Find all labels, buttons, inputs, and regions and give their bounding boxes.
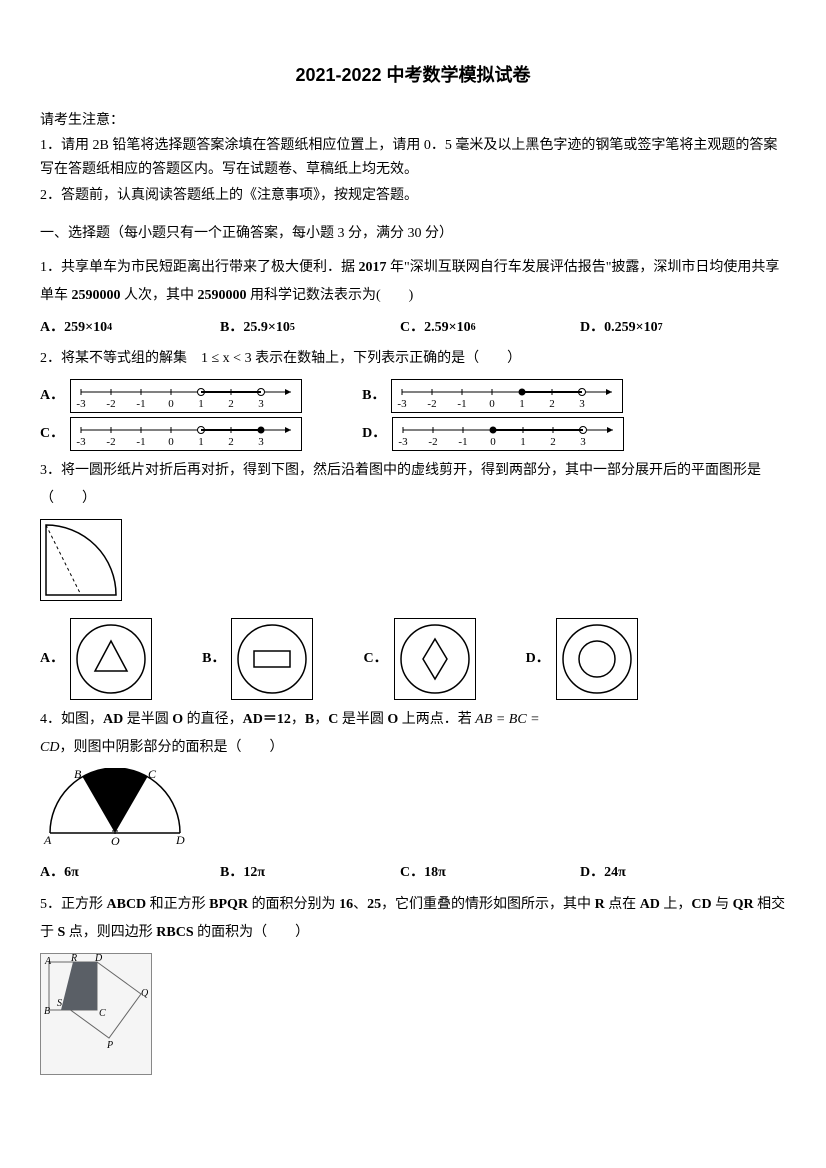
svg-text:0: 0	[491, 436, 497, 448]
svg-text:2: 2	[550, 398, 556, 410]
svg-text:0: 0	[168, 436, 174, 448]
question-2: 2．将某不等式组的解集 1 ≤ x < 3 表示在数轴上，下列表示正确的是（ ）	[40, 345, 786, 373]
svg-text:1: 1	[198, 436, 204, 448]
q2-opt-b: B． -3-2-10123	[362, 379, 623, 413]
svg-text:-3: -3	[399, 436, 409, 448]
q4-figure: A B C D O	[40, 768, 786, 857]
svg-text:2: 2	[551, 436, 557, 448]
q2-row1: A． -3-2-10123 B． -3-2-10123	[40, 379, 786, 413]
svg-text:1: 1	[520, 398, 526, 410]
q1-opt-b: B．25.9×105	[220, 316, 380, 340]
q4-opt-c: C．18π	[400, 861, 560, 885]
q4-opt-d: D．24π	[580, 861, 740, 885]
q1-opt-a: A．259×104	[40, 316, 200, 340]
q2-numberline-d: -3 -2 -1 0 1 2 3	[392, 417, 624, 451]
q2-numberline-a: -3 -2 -1 0 1 2 3	[70, 379, 302, 413]
notice-line-2: 2．答题前，认真阅读答题纸上的《注意事项》，按规定答题。	[40, 184, 786, 208]
svg-text:C: C	[99, 1008, 106, 1019]
svg-text:D: D	[94, 953, 103, 964]
svg-text:-2: -2	[107, 398, 116, 410]
svg-text:-1: -1	[137, 436, 146, 448]
q3-stem-figure	[40, 519, 786, 610]
exam-page: 2021-2022 中考数学模拟试卷 请考生注意： 1．请用 2B 铅笔将选择题…	[0, 0, 826, 1168]
svg-text:S: S	[57, 998, 62, 1009]
q2-opt-a: A． -3-2-10123	[40, 379, 302, 413]
svg-text:A: A	[43, 833, 52, 847]
svg-text:1: 1	[521, 436, 527, 448]
question-4: 4．如图，AD 是半圆 O 的直径，AD＝12，B，C 是半圆 O 上两点．若 …	[40, 706, 786, 762]
question-1: 1．共享单车为市民短距离出行带来了极大便利．据 2017 年"深圳互联网自行车发…	[40, 254, 786, 310]
notice-line-1: 1．请用 2B 铅笔将选择题答案涂填在答题纸相应位置上，请用 0．5 毫米及以上…	[40, 134, 786, 182]
svg-text:3: 3	[581, 436, 587, 448]
circle-triangle-icon	[70, 618, 152, 700]
q1-opt-d: D．0.259×107	[580, 316, 740, 340]
svg-text:O: O	[111, 834, 120, 848]
svg-text:B: B	[74, 768, 82, 781]
svg-text:-1: -1	[137, 398, 146, 410]
q1-bold-b: 2590000	[72, 288, 121, 303]
svg-text:-2: -2	[429, 436, 438, 448]
svg-text:1: 1	[198, 398, 204, 410]
q3-opt-b: B．	[202, 618, 313, 700]
section-heading: 一、选择题（每小题只有一个正确答案，每小题 3 分，满分 30 分）	[40, 222, 786, 246]
q1-text-c: 人次，其中	[121, 288, 198, 303]
svg-text:-1: -1	[459, 436, 468, 448]
svg-text:2: 2	[228, 398, 234, 410]
q1-opt-c: C．2.59×106	[400, 316, 560, 340]
svg-text:Q: Q	[141, 988, 149, 999]
q1-bold-c: 2590000	[198, 288, 247, 303]
circle-ring-icon	[556, 618, 638, 700]
svg-text:B: B	[44, 1006, 50, 1017]
svg-text:3: 3	[580, 398, 586, 410]
svg-text:3: 3	[258, 436, 264, 448]
svg-text:0: 0	[168, 398, 174, 410]
svg-text:-2: -2	[428, 398, 437, 410]
exam-title: 2021-2022 中考数学模拟试卷	[40, 60, 786, 91]
svg-text:0: 0	[490, 398, 496, 410]
q3-opt-d: D．	[526, 618, 638, 700]
svg-text:-3: -3	[77, 398, 87, 410]
q4-options: A．6π B．12π C．18π D．24π	[40, 861, 786, 885]
q2-row2: C． -3-2-10123 D． -3-2-10123	[40, 417, 786, 451]
q4-opt-b: B．12π	[220, 861, 380, 885]
svg-text:-3: -3	[77, 436, 87, 448]
svg-text:P: P	[106, 1040, 113, 1051]
notice-block: 请考生注意： 1．请用 2B 铅笔将选择题答案涂填在答题纸相应位置上，请用 0．…	[40, 109, 786, 208]
svg-text:-1: -1	[458, 398, 467, 410]
q2-numberline-b: -3 -2 -1 0 1 2 3	[391, 379, 623, 413]
svg-text:3: 3	[258, 398, 264, 410]
q2-numberline-c: -3 -2 -1 0 1 2 3	[70, 417, 302, 451]
svg-text:C: C	[148, 768, 157, 781]
notice-head: 请考生注意：	[40, 109, 786, 133]
svg-text:2: 2	[228, 436, 234, 448]
circle-rectangle-icon	[231, 618, 313, 700]
svg-text:-2: -2	[107, 436, 116, 448]
q1-text-d: 用科学记数法表示为( )	[247, 288, 414, 303]
overlapping-squares-icon: A R D B C Q P S	[40, 953, 152, 1075]
q5-figure: A R D B C Q P S	[40, 953, 786, 1084]
svg-text:-3: -3	[398, 398, 408, 410]
q1-text-a: 1．共享单车为市民短距离出行带来了极大便利．据	[40, 260, 359, 275]
quarter-circle-icon	[40, 519, 122, 601]
circle-diamond-icon	[394, 618, 476, 700]
q1-bold-a: 2017	[359, 260, 387, 275]
svg-text:A: A	[44, 956, 52, 967]
question-5: 5．正方形 ABCD 和正方形 BPQR 的面积分别为 16、25，它们重叠的情…	[40, 891, 786, 947]
q4-opt-a: A．6π	[40, 861, 200, 885]
q3-options: A． B． C． D．	[40, 618, 786, 700]
q2-opt-d: D． -3-2-10123	[362, 417, 624, 451]
question-3: 3．将一圆形纸片对折后再对折，得到下图，然后沿着图中的虚线剪开，得到两部分，其中…	[40, 457, 786, 513]
svg-text:R: R	[70, 953, 77, 964]
q3-opt-a: A．	[40, 618, 152, 700]
q2-opt-c: C． -3-2-10123	[40, 417, 302, 451]
semicircle-shaded-icon: A B C D O	[40, 768, 190, 848]
q3-opt-c: C．	[363, 618, 475, 700]
svg-text:D: D	[175, 833, 185, 847]
q1-options: A．259×104 B．25.9×105 C．2.59×106 D．0.259×…	[40, 316, 786, 340]
